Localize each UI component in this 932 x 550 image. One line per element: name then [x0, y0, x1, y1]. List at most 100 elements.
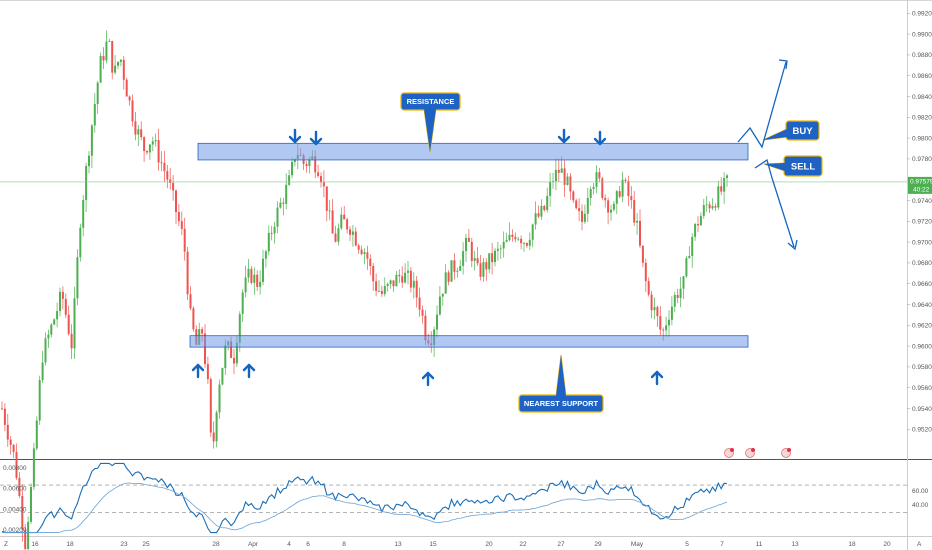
candle — [247, 258, 250, 283]
x-tick-label: 28 — [212, 541, 220, 548]
candle — [476, 247, 479, 267]
candle — [186, 247, 189, 300]
candle — [496, 241, 499, 261]
candle — [305, 160, 308, 173]
x-tick-label: 15 — [429, 541, 437, 548]
resistance-callout: RESISTANCE — [400, 92, 461, 153]
candle — [12, 443, 15, 459]
candle — [349, 226, 351, 241]
candle — [575, 198, 578, 210]
candle — [105, 30, 108, 64]
candle — [531, 223, 534, 248]
candle — [79, 223, 82, 262]
x-tick-label: 20 — [485, 541, 493, 548]
candle — [711, 198, 714, 211]
candle — [366, 245, 369, 270]
candle — [253, 267, 256, 295]
candle — [61, 286, 64, 310]
candle — [726, 173, 728, 187]
support-label: NEAREST SUPPORT — [524, 399, 599, 408]
candle — [456, 267, 459, 278]
osc-signal-line — [2, 482, 728, 533]
x-tick-label: 29 — [594, 541, 602, 548]
arrow-down-icon — [288, 128, 302, 144]
candle — [59, 287, 61, 317]
candle — [32, 442, 35, 490]
candle — [3, 403, 6, 432]
arrow-up-icon — [650, 370, 664, 386]
candle — [639, 209, 641, 249]
candle — [259, 270, 262, 295]
candle — [148, 144, 151, 160]
candle — [578, 198, 581, 222]
candle — [354, 227, 357, 247]
candle — [650, 290, 653, 319]
candle — [618, 185, 621, 199]
candle — [264, 249, 267, 268]
candle — [543, 205, 546, 212]
candle — [694, 222, 697, 241]
event-flag-icon[interactable] — [781, 448, 792, 458]
candle — [1, 401, 3, 411]
candle — [586, 187, 589, 223]
candle — [172, 174, 175, 201]
osc-left-tick: 0.00200 — [3, 527, 27, 534]
candles — [1, 30, 728, 550]
last-price-text: 0.97579 — [910, 178, 932, 185]
candle — [436, 305, 438, 338]
arrow-down-icon — [557, 128, 571, 144]
candle — [679, 276, 682, 308]
bullish-arrowhead-icon — [778, 59, 788, 70]
event-flag-icon[interactable] — [724, 448, 735, 458]
candle — [267, 225, 270, 256]
candle — [273, 221, 276, 244]
candle — [38, 375, 41, 425]
candle — [180, 211, 183, 236]
candle — [447, 270, 450, 286]
candle — [502, 231, 505, 258]
candle — [241, 289, 244, 322]
candle — [282, 197, 285, 216]
x-tick-label: 22 — [519, 541, 527, 548]
candle — [708, 201, 711, 213]
candle — [685, 255, 688, 278]
candle — [111, 40, 114, 80]
support-callout: NEAREST SUPPORT — [518, 354, 604, 413]
candle — [206, 356, 209, 385]
time-axis-corner-left[interactable]: Z — [4, 541, 8, 548]
candle — [491, 242, 494, 275]
candle — [644, 258, 647, 292]
candle — [720, 177, 723, 196]
candle — [688, 246, 691, 259]
candle — [670, 296, 673, 326]
x-tick-label: 20 — [883, 541, 891, 548]
candle — [656, 305, 659, 327]
candle — [157, 128, 160, 171]
x-tick-label: 8 — [342, 541, 346, 548]
candle — [163, 150, 166, 183]
candle — [392, 280, 395, 292]
x-tick-label: 18 — [66, 541, 74, 548]
candle — [612, 201, 615, 212]
candle — [441, 293, 444, 306]
zones — [189, 142, 749, 348]
candle — [523, 241, 525, 252]
candle — [499, 244, 502, 259]
candle — [610, 204, 612, 221]
candle — [389, 279, 392, 289]
time-axis-corner-right[interactable]: A — [917, 541, 922, 548]
osc-left-tick: 0.00400 — [3, 506, 27, 513]
event-flag-icon[interactable] — [745, 448, 756, 458]
x-tick-label: 25 — [142, 541, 150, 548]
candle — [154, 133, 157, 147]
candle — [589, 186, 592, 206]
callouts: RESISTANCE NEAREST SUPPORT BUY SELL — [400, 92, 823, 413]
candle — [511, 229, 514, 242]
candle — [459, 259, 462, 272]
